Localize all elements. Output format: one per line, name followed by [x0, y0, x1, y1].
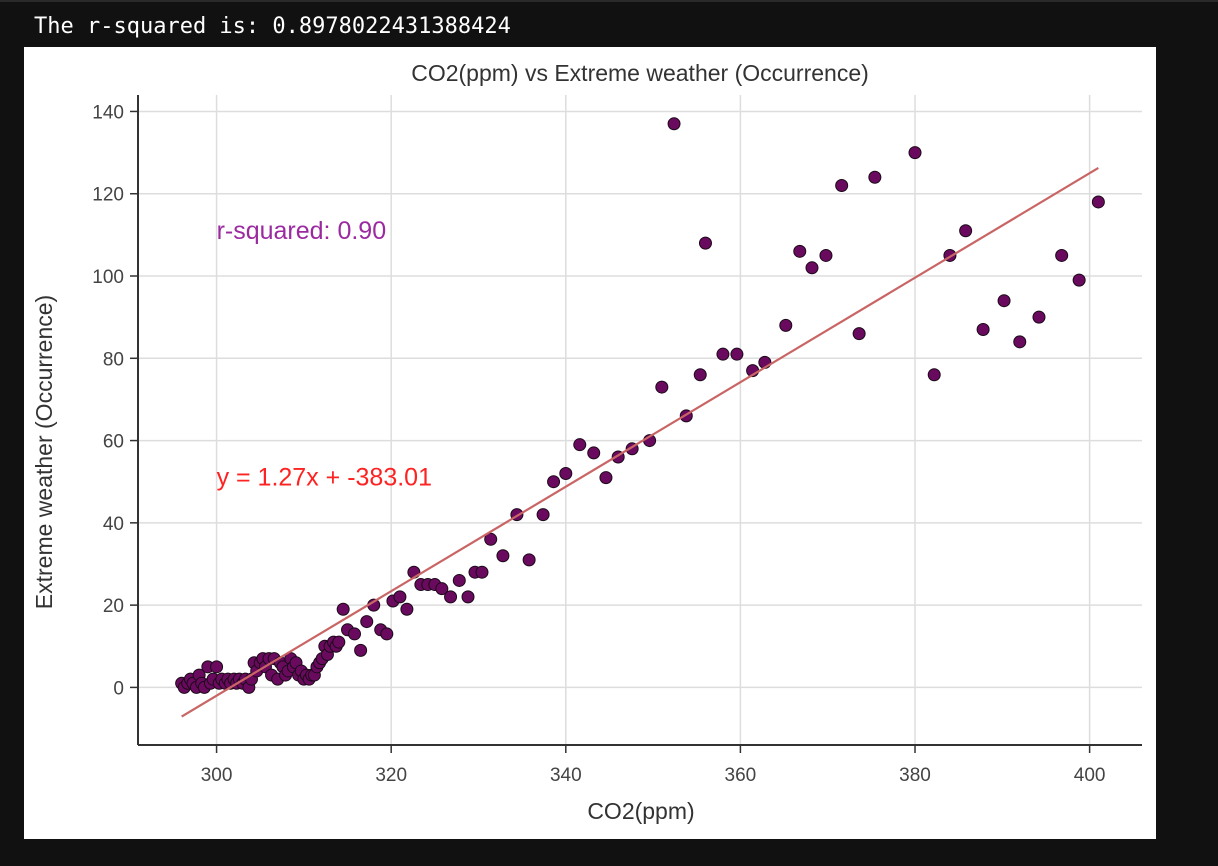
y-tick-label: 100 [92, 267, 124, 288]
data-point [587, 446, 601, 460]
data-point [1091, 195, 1105, 209]
chart-title: CO2(ppm) vs Extreme weather (Occurrence) [411, 60, 869, 86]
data-point [522, 553, 536, 567]
data-point [559, 466, 573, 480]
data-point [1055, 248, 1069, 262]
data-point [536, 508, 550, 522]
chart-container: 300 320 340 360 380 400 0 20 40 60 80 100 120 140 CO2… [24, 47, 1156, 839]
data-point [667, 117, 681, 131]
ticks-layer: 300 320 340 360 380 400 0 20 40 60 80 100 120 140 [92, 102, 1105, 786]
x-tick-label: 400 [1074, 765, 1106, 786]
x-tick-label: 380 [899, 765, 931, 786]
data-point [452, 573, 466, 587]
x-tick-label: 340 [550, 765, 582, 786]
data-point [1013, 335, 1027, 349]
data-point [484, 532, 498, 546]
axes-spines [137, 95, 1142, 746]
data-point [793, 244, 807, 258]
data-point [852, 327, 866, 341]
data-point [976, 322, 990, 336]
data-point [805, 261, 819, 275]
data-point [819, 248, 833, 262]
points-layer [175, 117, 1105, 694]
r-squared-annotation: r-squared: 0.90 [217, 217, 387, 245]
data-point [959, 224, 973, 238]
x-tick-label: 360 [725, 765, 757, 786]
data-point [435, 582, 449, 596]
data-point [1032, 310, 1046, 324]
y-tick-label: 20 [103, 596, 124, 617]
data-point [444, 590, 458, 604]
x-axis-label: CO2(ppm) [587, 798, 694, 824]
y-tick-label: 140 [92, 102, 124, 123]
data-point [348, 627, 362, 641]
data-point [835, 179, 849, 193]
x-tick-label: 300 [201, 765, 233, 786]
data-point [332, 635, 346, 649]
data-point [698, 236, 712, 250]
regression-line [181, 167, 1099, 718]
cell-top-rule [0, 0, 1218, 2]
data-point [400, 602, 414, 616]
data-point [573, 438, 587, 452]
data-point [360, 615, 374, 629]
regression-equation-annotation: y = 1.27x + -383.01 [217, 464, 432, 492]
y-axis-label: Extreme weather (Occurrence) [31, 295, 57, 609]
y-tick-label: 80 [103, 349, 124, 370]
x-tick-label: 320 [375, 765, 407, 786]
y-tick-label: 0 [113, 678, 124, 699]
data-point [868, 170, 882, 184]
data-point [547, 475, 561, 489]
y-tick-label: 120 [92, 185, 124, 206]
data-point [599, 471, 613, 485]
data-point [380, 627, 394, 641]
data-point [354, 643, 368, 657]
data-point [655, 380, 669, 394]
data-point [461, 590, 475, 604]
data-point [210, 660, 224, 674]
data-point [393, 590, 407, 604]
data-point [927, 368, 941, 382]
data-point [779, 318, 793, 332]
y-tick-label: 60 [103, 432, 124, 453]
y-tick-label: 40 [103, 514, 124, 535]
grid-layer [138, 95, 1142, 745]
data-point [716, 347, 730, 361]
data-point [496, 549, 510, 563]
data-point [336, 602, 350, 616]
data-point [693, 368, 707, 382]
data-point [475, 565, 489, 579]
data-point [1072, 273, 1086, 287]
cell-output-text: The r-squared is: 0.8978022431388424 [34, 14, 511, 39]
data-point [997, 294, 1011, 308]
data-point [908, 146, 922, 160]
scatter-chart: 300 320 340 360 380 400 0 20 40 60 80 100 120 140 CO2… [31, 60, 1142, 824]
data-point [730, 347, 744, 361]
